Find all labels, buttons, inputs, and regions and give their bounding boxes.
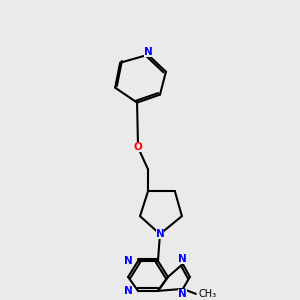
Text: N: N [178, 254, 187, 264]
Text: CH₃: CH₃ [199, 289, 217, 299]
Text: N: N [178, 289, 187, 299]
Text: N: N [124, 286, 133, 296]
Text: N: N [144, 47, 152, 57]
Text: O: O [134, 142, 142, 152]
Text: N: N [156, 229, 164, 239]
Text: N: N [124, 256, 133, 266]
